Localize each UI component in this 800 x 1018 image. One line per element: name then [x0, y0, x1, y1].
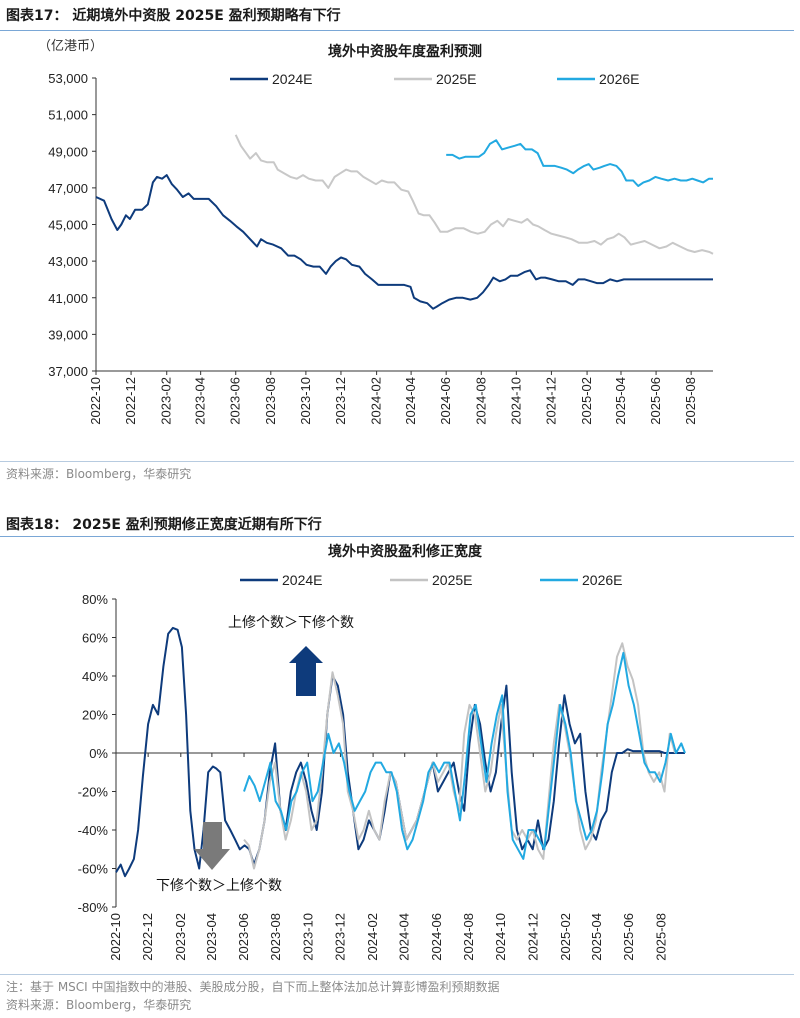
chart18-x-tick-label: 2023-06: [236, 913, 251, 961]
chart17-x-tick-label: 2025-02: [579, 377, 594, 425]
chart18-y-tick-label: 0%: [89, 746, 108, 761]
chart18-y-tick-label: -20%: [78, 785, 109, 800]
chart18-x-tick-label: 2023-08: [268, 913, 283, 961]
chart17-x-tick-label: 2024-06: [438, 377, 453, 425]
chart17-unit-label: （亿港币）: [38, 39, 103, 54]
chart18-y-tick-label: 40%: [82, 669, 108, 684]
chart18-y-tick-label: 80%: [82, 592, 108, 607]
chart18-y-tick-label: -80%: [78, 900, 109, 915]
chart18-x-tick-label: 2024-06: [429, 913, 444, 961]
chart18-series-2024E: [115, 626, 685, 878]
chart17-title: 境外中资股年度盈利预测: [328, 43, 482, 60]
chart17-axes: 37,000 39,000 41,000 43,000 45,000 47,000 49,0…: [48, 71, 713, 425]
chart18-y-tick-label: 20%: [82, 708, 108, 723]
chart18-legend: 2024E 2025E 2026E: [240, 572, 622, 588]
chart18-x-tick-label: 2025-04: [589, 913, 604, 961]
figure18-note: 注：基于 MSCI 中国指数中的港股、美股成分股，自下而上整体法加总计算彭博盈利…: [6, 980, 500, 994]
chart18-series-2026E: [243, 651, 686, 860]
chart18-x-tick-label: 2024-10: [493, 913, 508, 961]
chart17-y-tick-label: 51,000: [48, 108, 88, 123]
figure17-bottom-rule: [0, 461, 794, 462]
chart17-y-tick-label: 53,000: [48, 71, 88, 86]
chart17-y-tick-label: 37,000: [48, 364, 88, 379]
chart17-y-tick-label: 45,000: [48, 218, 88, 233]
down-arrow-icon: [194, 822, 230, 870]
figure18-bottom-rule: [0, 974, 794, 975]
chart18-legend-label-2026E: 2026E: [582, 572, 622, 588]
figure17-top-rule: [0, 30, 794, 31]
chart17-x-tick-label: 2023-10: [298, 377, 313, 425]
chart18-x-tick-label: 2024-02: [365, 913, 380, 961]
chart17-x-tick-label: 2024-12: [543, 377, 558, 425]
chart17-x-tick-label: 2024-08: [473, 377, 488, 425]
chart18-legend-label-2024E: 2024E: [282, 572, 322, 588]
chart17-x-tick-label: 2025-06: [648, 377, 663, 425]
chart17-legend-label-2024E: 2024E: [272, 71, 312, 87]
chart18-x-tick-label: 2023-12: [332, 913, 347, 961]
figure17-source: 资料来源：Bloomberg，华泰研究: [6, 467, 192, 481]
chart18-x-tick-label: 2024-04: [397, 913, 412, 961]
chart17-x-tick-label: 2023-06: [228, 377, 243, 425]
chart18-x-tick-label: 2024-12: [525, 913, 540, 961]
chart17-x-tick-label: 2023-02: [159, 377, 174, 425]
chart17-x-tick-label: 2022-10: [88, 377, 103, 425]
chart18-series: [115, 626, 686, 878]
chart18: 境外中资股盈利修正宽度 2024E 2025E 2026E -80% -60% -40%…: [78, 543, 686, 961]
chart18-x-tick-label: 2022-12: [140, 913, 155, 961]
chart17-legend-label-2026E: 2026E: [599, 71, 639, 87]
chart17-x-tick-label: 2023-08: [263, 377, 278, 425]
chart17-y-tick-label: 39,000: [48, 327, 88, 342]
chart18-x-tick-label: 2023-04: [204, 913, 219, 961]
chart17: （亿港币） 境外中资股年度盈利预测 2024E 2025E 2026E 37,000…: [38, 39, 714, 425]
figure18-caption: 图表18： 2025E 盈利预期修正宽度近期有所下行: [6, 517, 322, 533]
chart17-y-tick-label: 47,000: [48, 181, 88, 196]
chart17-x-tick-label: 2025-04: [613, 377, 628, 425]
chart18-axes: -80% -60% -40% -20% 0% 20% 40% 60% 80% 2022-10 202…: [78, 592, 685, 961]
chart18-x-tick-label: 2022-10: [108, 913, 123, 961]
up-arrow-icon: [289, 646, 323, 696]
chart17-x-tick-label: 2024-02: [369, 377, 384, 425]
figure18-source: 资料来源：Bloomberg，华泰研究: [6, 998, 192, 1012]
chart17-y-tick-label: 43,000: [48, 254, 88, 269]
chart18-legend-label-2025E: 2025E: [432, 572, 472, 588]
chart18-x-tick-label: 2023-02: [173, 913, 188, 961]
chart18-x-tick-label: 2023-10: [300, 913, 315, 961]
chart18-y-tick-label: -60%: [78, 862, 109, 877]
chart17-y-tick-label: 41,000: [48, 291, 88, 306]
chart17-series: [95, 134, 714, 310]
chart17-x-tick-label: 2024-04: [403, 377, 418, 425]
chart17-x-tick-label: 2024-10: [508, 377, 523, 425]
chart18-y-tick-label: 60%: [82, 631, 108, 646]
chart17-series-2026E: [446, 139, 713, 187]
chart17-series-2024E: [95, 174, 713, 310]
chart18-x-tick-label: 2025-06: [621, 913, 636, 961]
annotation-down-text: 下修个数＞上修个数: [156, 878, 282, 894]
chart17-x-tick-label: 2023-12: [333, 377, 348, 425]
chart17-y-tick-label: 49,000: [48, 144, 88, 159]
chart17-x-tick-label: 2023-04: [193, 377, 208, 425]
chart17-x-tick-label: 2025-08: [683, 377, 698, 425]
chart18-y-tick-label: -40%: [78, 823, 109, 838]
figure18-top-rule: [0, 536, 794, 537]
chart18-x-tick-label: 2025-08: [653, 913, 668, 961]
chart18-title: 境外中资股盈利修正宽度: [328, 543, 483, 560]
chart17-legend-label-2025E: 2025E: [436, 71, 476, 87]
chart17-series-2025E: [234, 134, 714, 255]
chart18-x-tick-label: 2025-02: [558, 913, 573, 961]
chart18-x-tick-label: 2024-08: [461, 913, 476, 961]
annotation-up-text: 上修个数＞下修个数: [228, 615, 354, 631]
figure17-caption: 图表17： 近期境外中资股 2025E 盈利预期略有下行: [6, 8, 341, 24]
chart17-legend: 2024E 2025E 2026E: [230, 71, 639, 87]
chart17-x-tick-label: 2022-12: [123, 377, 138, 425]
